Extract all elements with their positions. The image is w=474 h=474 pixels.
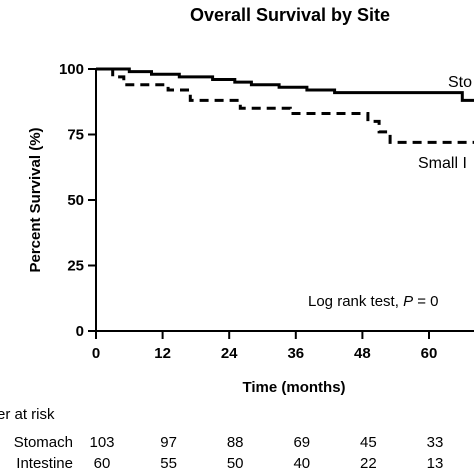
risk-cell: 69 [293,434,310,451]
risk-cell: 22 [360,455,377,472]
log-rank-suffix: = 0 [413,293,438,310]
y-tick-label: 100 [59,61,84,78]
risk-cell: 33 [427,434,444,451]
risk-cell: 45 [360,434,377,451]
risk-cell: 50 [227,455,244,472]
y-tick-label: 25 [67,258,84,275]
x-tick-label: 12 [154,345,171,362]
series-label-small-intestine: Small I [418,155,467,172]
series-line-small-intestine [96,67,474,144]
risk-cell: 88 [227,434,244,451]
log-rank-prefix: Log rank test, [308,293,403,310]
x-tick-label: 60 [421,345,438,362]
x-tick-label: 0 [92,345,100,362]
log-rank-annotation: Log rank test, P = 0 [308,293,439,310]
axes: 0 25 50 75 100 0 12 24 36 48 60 [59,61,474,362]
risk-row-label: Stomach [14,434,73,451]
y-tick-label: 75 [67,127,84,144]
x-axis-label: Time (months) [242,379,345,396]
risk-cell: 55 [160,455,177,472]
x-tick-label: 48 [354,345,371,362]
risk-cell: 13 [427,455,444,472]
risk-cell: 40 [293,455,310,472]
x-tick-label: 24 [221,345,238,362]
y-axis-label: Percent Survival (%) [27,127,44,272]
series-label-stomach: Sto [448,74,472,91]
x-tick-label: 36 [287,345,304,362]
risk-cell: 60 [94,455,111,472]
series-layer [96,67,474,144]
chart-title: Overall Survival by Site [190,5,390,25]
log-rank-p-symbol: P [403,293,413,310]
risk-cell: 103 [89,434,114,451]
y-tick-label: 0 [76,323,84,340]
risk-table: er at risk Stomach 103 97 88 69 45 33 Intestine… [0,406,443,472]
risk-row-label: Intestine [16,455,73,472]
risk-table-title: er at risk [0,406,55,423]
y-tick-label: 50 [67,192,84,209]
series-line-stomach [96,67,474,102]
risk-cell: 97 [160,434,177,451]
